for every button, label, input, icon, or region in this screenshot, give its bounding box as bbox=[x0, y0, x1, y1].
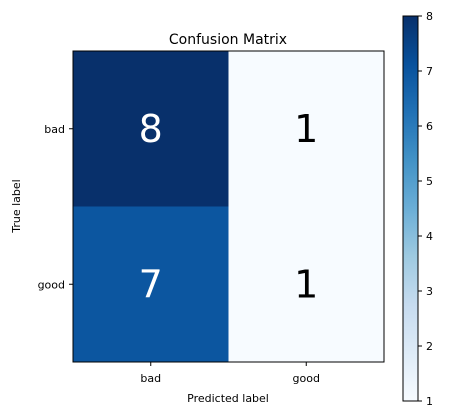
heatmap-cell-bad-bad bbox=[73, 51, 229, 207]
colorbar-tick-label-6: 6 bbox=[426, 120, 433, 133]
x-axis-label: Predicted label bbox=[187, 392, 269, 405]
cell-value-good-bad: 7 bbox=[139, 262, 163, 306]
x-axis-ticks: bad good bbox=[140, 362, 320, 385]
colorbar-tick-label-5: 5 bbox=[426, 175, 433, 188]
colorbar-tick-label-4: 4 bbox=[426, 230, 433, 243]
x-tick-label-bad: bad bbox=[140, 372, 161, 385]
y-axis-label: True label bbox=[10, 179, 23, 233]
cell-value-good-good: 1 bbox=[294, 262, 318, 306]
colorbar bbox=[402, 15, 419, 402]
heatmap-cells bbox=[73, 51, 384, 362]
colorbar-tick-label-3: 3 bbox=[426, 285, 433, 298]
plot-frame bbox=[72, 50, 385, 363]
colorbar-tick-label-1: 1 bbox=[426, 395, 433, 408]
chart-title: Confusion Matrix bbox=[169, 32, 287, 48]
colorbar-tick-label-7: 7 bbox=[426, 65, 433, 78]
heatmap-cell-bad-good bbox=[228, 51, 384, 207]
colorbar-ticks: 1 2 3 4 5 6 7 8 bbox=[418, 10, 433, 408]
y-tick-label-bad: bad bbox=[44, 123, 65, 136]
colorbar-tick-label-2: 2 bbox=[426, 340, 433, 353]
heatmap-cell-good-bad bbox=[73, 206, 229, 362]
x-tick-label-good: good bbox=[293, 372, 320, 385]
y-tick-label-good: good bbox=[38, 278, 65, 291]
heatmap-cell-good-good bbox=[228, 206, 384, 362]
heatmap-cell-labels: 8 1 7 1 bbox=[139, 107, 319, 307]
y-axis-ticks: bad good bbox=[38, 123, 73, 291]
cell-value-bad-bad: 8 bbox=[139, 107, 163, 151]
colorbar-tick-label-8: 8 bbox=[426, 10, 433, 23]
cell-value-bad-good: 1 bbox=[294, 107, 318, 151]
